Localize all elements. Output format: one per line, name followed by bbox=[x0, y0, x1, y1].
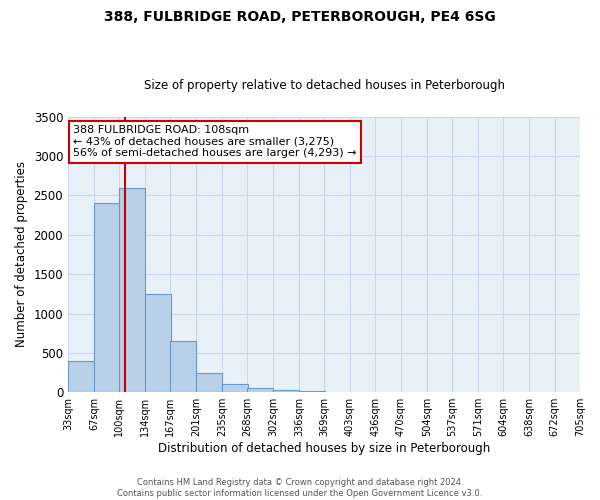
Bar bbox=[145, 294, 171, 392]
Bar bbox=[247, 388, 273, 392]
Bar bbox=[94, 204, 120, 392]
Y-axis label: Number of detached properties: Number of detached properties bbox=[15, 162, 28, 348]
Bar bbox=[299, 390, 325, 392]
X-axis label: Distribution of detached houses by size in Peterborough: Distribution of detached houses by size … bbox=[158, 442, 490, 455]
Text: 388 FULBRIDGE ROAD: 108sqm
← 43% of detached houses are smaller (3,275)
56% of s: 388 FULBRIDGE ROAD: 108sqm ← 43% of deta… bbox=[73, 125, 356, 158]
Bar bbox=[196, 372, 222, 392]
Bar bbox=[68, 360, 94, 392]
Title: Size of property relative to detached houses in Peterborough: Size of property relative to detached ho… bbox=[143, 79, 505, 92]
Bar bbox=[170, 341, 196, 392]
Text: 388, FULBRIDGE ROAD, PETERBOROUGH, PE4 6SG: 388, FULBRIDGE ROAD, PETERBOROUGH, PE4 6… bbox=[104, 10, 496, 24]
Bar bbox=[222, 384, 248, 392]
Text: Contains HM Land Registry data © Crown copyright and database right 2024.
Contai: Contains HM Land Registry data © Crown c… bbox=[118, 478, 482, 498]
Bar bbox=[273, 390, 299, 392]
Bar bbox=[119, 188, 145, 392]
